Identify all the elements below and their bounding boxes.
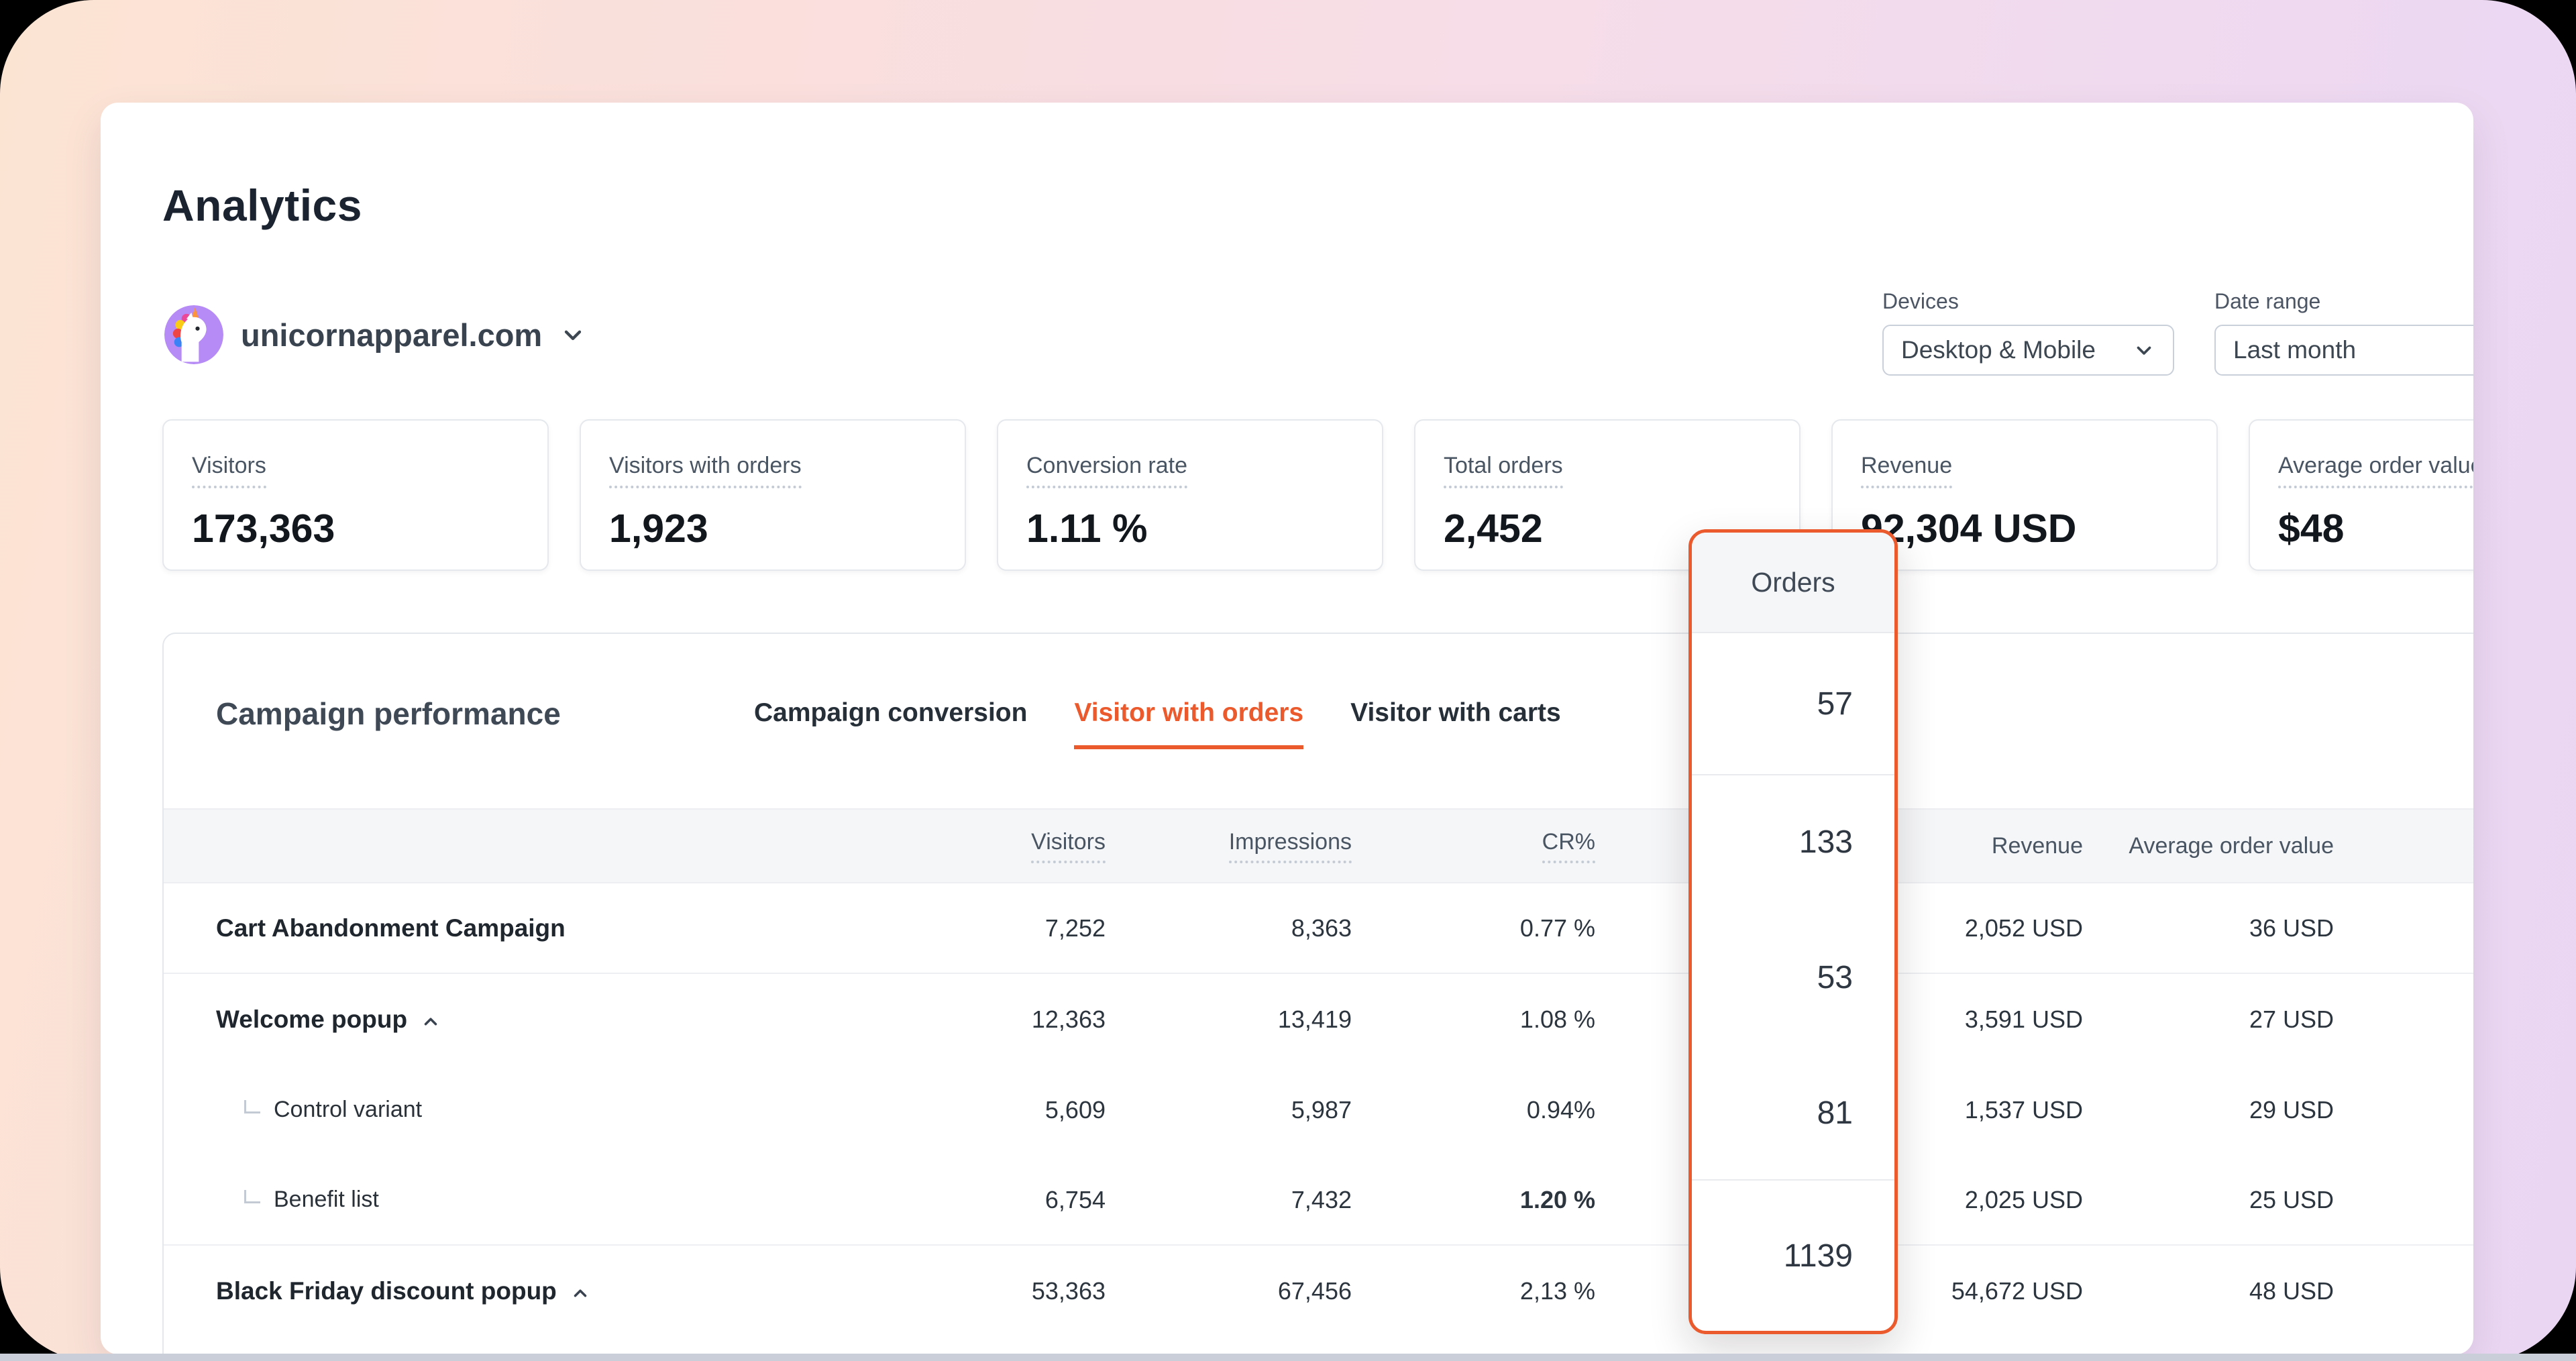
kpi-value: 1,923 bbox=[609, 506, 708, 551]
date-range-select-value: Last month bbox=[2233, 336, 2357, 364]
kpi-label: Average order value bbox=[2278, 453, 2473, 488]
filters-bar: Devices Desktop & Mobile Date range Last… bbox=[1882, 289, 2473, 376]
cell-cr: 0.77 % bbox=[1519, 914, 1595, 942]
date-range-filter: Date range Last month bbox=[2214, 289, 2473, 376]
chevron-down-icon bbox=[2133, 339, 2155, 362]
cell-cr: 1.08 % bbox=[1519, 1005, 1595, 1033]
cell-impressions: 7,432 bbox=[1291, 1185, 1352, 1213]
cell-impressions: 13,419 bbox=[1277, 1005, 1352, 1033]
kpi-label: Total orders bbox=[1444, 453, 1563, 488]
cell-impressions: 67,456 bbox=[1277, 1276, 1352, 1305]
cell-aov: 48 USD bbox=[2249, 1276, 2334, 1305]
cell-revenue: 2,025 USD bbox=[1964, 1185, 2083, 1213]
row-name-variant: Benefit list bbox=[164, 1187, 888, 1213]
cell-aov: 36 USD bbox=[2249, 914, 2334, 942]
tab-visitor-with-orders[interactable]: Visitor with orders bbox=[1074, 698, 1304, 749]
devices-label: Devices bbox=[1882, 289, 1959, 313]
date-range-label: Date range bbox=[2214, 289, 2321, 313]
tab-campaign-conversion[interactable]: Campaign conversion bbox=[754, 698, 1028, 727]
column-header-visitors: Visitors bbox=[1031, 829, 1106, 863]
site-domain: unicornapparel.com bbox=[241, 317, 543, 353]
devices-select-value: Desktop & Mobile bbox=[1901, 336, 2096, 364]
cell-visitors: 5,609 bbox=[1044, 1095, 1106, 1124]
row-name-expandable[interactable]: Black Friday discount popup bbox=[164, 1277, 888, 1305]
cell-impressions: 8,363 bbox=[1291, 914, 1352, 942]
page-title: Analytics bbox=[162, 180, 362, 230]
kpi-value: 2,452 bbox=[1444, 506, 1543, 551]
kpi-value: 1.11 % bbox=[1026, 506, 1148, 551]
table-row-variant: Control variant 5,609 5,987 0.94% 1,537 … bbox=[164, 1065, 2473, 1155]
kpi-label: Visitors with orders bbox=[609, 453, 802, 488]
tab-visitor-with-carts[interactable]: Visitor with carts bbox=[1350, 698, 1561, 727]
kpi-value: 92,304 USD bbox=[1861, 506, 2077, 551]
cell-revenue: 2,052 USD bbox=[1964, 914, 2083, 942]
row-name-variant: Control variant bbox=[164, 1097, 888, 1123]
cell-visitors: 7,252 bbox=[1044, 914, 1106, 942]
kpi-card-average-order-value: Average order value $48 bbox=[2249, 419, 2473, 571]
table-body: Cart Abandonment Campaign 7,252 8,363 0.… bbox=[164, 883, 2473, 1336]
orders-value: 57 bbox=[1692, 633, 1894, 775]
devices-filter: Devices Desktop & Mobile bbox=[1882, 289, 2174, 376]
kpi-cards-row: Visitors 173,363 Visitors with orders 1,… bbox=[162, 419, 2473, 571]
kpi-card-conversion-rate: Conversion rate 1.11 % bbox=[997, 419, 1383, 571]
chevron-up-icon bbox=[421, 1010, 441, 1030]
table-row: Cart Abandonment Campaign 7,252 8,363 0.… bbox=[164, 883, 2473, 974]
cell-revenue: 1,537 USD bbox=[1964, 1095, 2083, 1124]
table-row: Welcome popup 12,363 13,419 1.08 % 3,591… bbox=[164, 974, 2473, 1065]
column-header-aov: Average order value bbox=[2129, 832, 2334, 859]
cell-aov: 29 USD bbox=[2249, 1095, 2334, 1124]
row-name-expandable[interactable]: Welcome popup bbox=[164, 1005, 888, 1034]
table-row: Black Friday discount popup 53,363 67,45… bbox=[164, 1246, 2473, 1336]
analytics-card: Analytics unicornapparel.com bbox=[101, 103, 2473, 1354]
orders-column-overlay[interactable]: Orders 57 133 53 81 1139 bbox=[1688, 529, 1898, 1334]
kpi-card-visitors: Visitors 173,363 bbox=[162, 419, 549, 571]
tree-branch-icon bbox=[244, 1099, 260, 1113]
unicorn-avatar-icon bbox=[164, 305, 223, 364]
kpi-value: 173,363 bbox=[192, 506, 335, 551]
column-header-cr: CR% bbox=[1542, 829, 1595, 863]
table-row-variant: Benefit list 6,754 7,432 1.20 % 2,025 US… bbox=[164, 1155, 2473, 1246]
cell-aov: 27 USD bbox=[2249, 1005, 2334, 1033]
chevron-up-icon bbox=[570, 1281, 590, 1301]
row-name: Cart Abandonment Campaign bbox=[216, 914, 566, 942]
panel-title: Campaign performance bbox=[216, 696, 561, 731]
kpi-label: Conversion rate bbox=[1026, 453, 1188, 488]
cell-visitors: 6,754 bbox=[1044, 1185, 1106, 1213]
kpi-card-visitors-with-orders: Visitors with orders 1,923 bbox=[580, 419, 966, 571]
cell-impressions: 5,987 bbox=[1291, 1095, 1352, 1124]
orders-value: 81 bbox=[1692, 1046, 1894, 1181]
cell-cr: 0.94% bbox=[1526, 1095, 1595, 1124]
bottom-edge-strip bbox=[0, 1354, 2576, 1361]
table-header-row: Visitors Impressions CR% Revenue Average… bbox=[164, 808, 2473, 883]
cell-revenue: 3,591 USD bbox=[1964, 1005, 2083, 1033]
cell-revenue: 54,672 USD bbox=[1951, 1276, 2083, 1305]
kpi-label: Revenue bbox=[1861, 453, 1953, 488]
orders-value: 53 bbox=[1817, 959, 1853, 995]
column-header-revenue: Revenue bbox=[1991, 832, 2083, 859]
campaign-performance-panel: Campaign performance Campaign conversion… bbox=[162, 633, 2473, 1354]
site-selector[interactable]: unicornapparel.com bbox=[164, 305, 586, 364]
kpi-value: $48 bbox=[2278, 506, 2345, 551]
cell-cr: 1.20 % bbox=[1519, 1185, 1595, 1213]
column-header-impressions: Impressions bbox=[1228, 829, 1352, 863]
date-range-select[interactable]: Last month bbox=[2214, 325, 2473, 376]
kpi-label: Visitors bbox=[192, 453, 266, 488]
orders-value: 1139 bbox=[1783, 1238, 1853, 1274]
devices-select[interactable]: Desktop & Mobile bbox=[1882, 325, 2174, 376]
chevron-down-icon bbox=[559, 321, 586, 348]
cell-cr: 2,13 % bbox=[1519, 1276, 1595, 1305]
cell-aov: 25 USD bbox=[2249, 1185, 2334, 1213]
tree-branch-icon bbox=[244, 1189, 260, 1203]
orders-column-header: Orders bbox=[1692, 533, 1894, 633]
cell-visitors: 53,363 bbox=[1031, 1276, 1106, 1305]
panel-tabs: Campaign conversion Visitor with orders … bbox=[754, 698, 1561, 749]
cell-visitors: 12,363 bbox=[1031, 1005, 1106, 1033]
orders-value: 133 bbox=[1799, 824, 1853, 860]
